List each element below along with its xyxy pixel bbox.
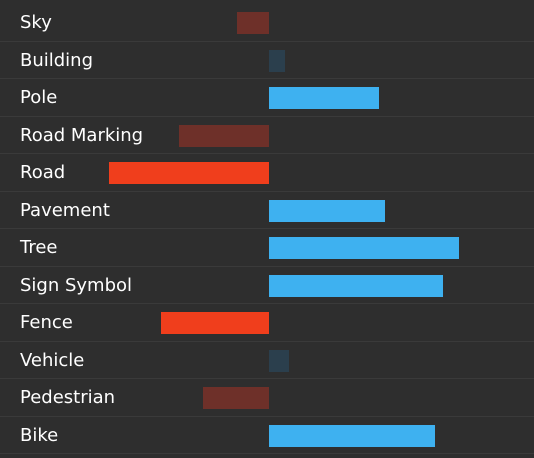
bar <box>269 87 379 109</box>
bar <box>237 12 269 34</box>
bar-row: Bike <box>0 417 534 454</box>
bar-row: Tree <box>0 229 534 267</box>
bar-row: Pedestrian <box>0 379 534 417</box>
row-divider <box>0 453 534 454</box>
row-divider <box>0 378 534 379</box>
bar-row: Pole <box>0 79 534 117</box>
row-divider <box>0 40 534 42</box>
bar-row: Vehicle <box>0 342 534 379</box>
bar <box>269 424 435 447</box>
row-divider <box>0 190 534 192</box>
bar <box>269 199 385 222</box>
row-divider <box>0 340 534 342</box>
bar-row: Road Marking <box>0 117 534 154</box>
row-divider <box>0 228 534 229</box>
category-label: Road Marking <box>20 124 144 146</box>
category-label: Road <box>20 162 66 183</box>
row-divider <box>0 115 534 117</box>
bar <box>269 49 285 72</box>
row-divider <box>0 78 534 79</box>
bar-row: Pavement <box>0 192 534 229</box>
bar-row: Sky <box>0 4 534 42</box>
bar-row: Sign Symbol <box>0 267 534 304</box>
bar <box>203 387 269 409</box>
category-label: Building <box>20 49 94 71</box>
category-label: Bike <box>20 424 59 446</box>
bar-row: Building <box>0 42 534 79</box>
category-label: Sky <box>20 12 52 33</box>
row-divider <box>0 303 534 304</box>
bar <box>109 162 269 184</box>
row-divider <box>0 153 534 154</box>
category-label: Pavement <box>20 199 110 221</box>
bar <box>161 312 269 334</box>
bar <box>269 274 443 297</box>
row-divider <box>0 265 534 267</box>
category-label: Vehicle <box>20 349 85 371</box>
category-label: Tree <box>20 237 58 258</box>
category-label: Pole <box>20 87 58 108</box>
bar-row: Road <box>0 154 534 192</box>
category-label: Pedestrian <box>20 387 116 408</box>
bar <box>269 349 289 372</box>
row-divider <box>0 415 534 417</box>
bar-row: Fence <box>0 304 534 342</box>
bar <box>179 124 269 147</box>
category-label: Fence <box>20 312 73 333</box>
bar <box>269 237 459 259</box>
category-label: Sign Symbol <box>20 274 133 296</box>
